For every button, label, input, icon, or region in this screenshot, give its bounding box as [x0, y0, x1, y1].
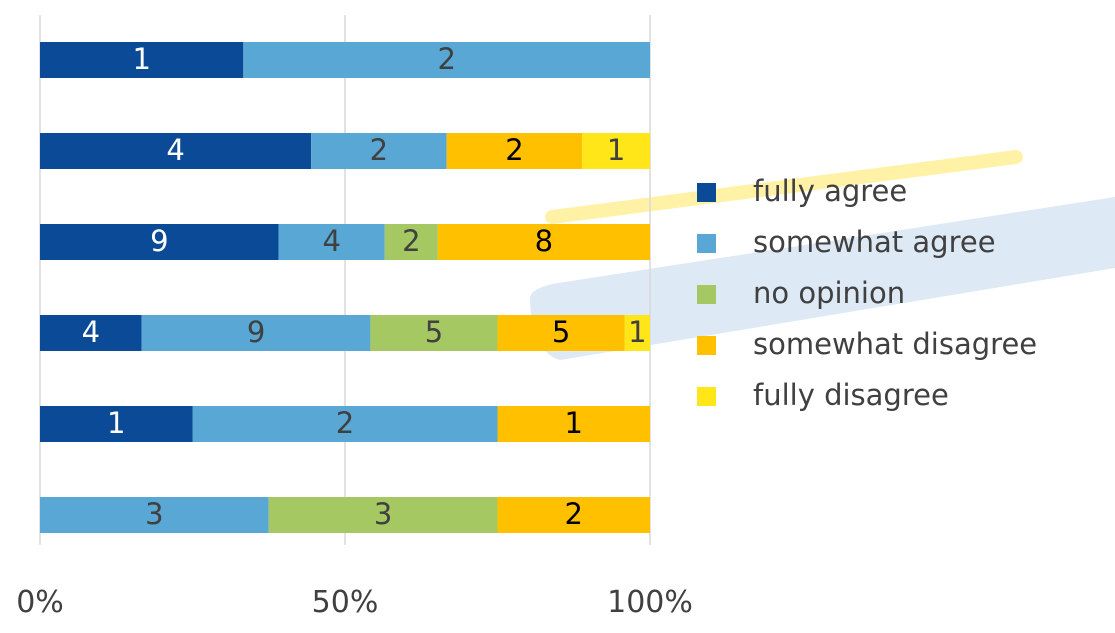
bar-segment-4-3	[497, 406, 650, 442]
bar-segment-4-0	[40, 406, 193, 442]
data-label-2-3: 8	[535, 224, 553, 258]
bar-segment-2-0	[40, 224, 279, 260]
data-label-1-4: 1	[607, 133, 625, 167]
data-label-1-1: 2	[370, 133, 388, 167]
legend-item-2: no opinion	[697, 276, 905, 310]
bar-segment-5-2	[268, 497, 498, 533]
bar-row-4: 1 2 1	[40, 406, 650, 442]
legend-swatch-1	[697, 234, 716, 253]
bar-segment-3-0	[40, 315, 142, 351]
data-label-0-1: 2	[437, 42, 455, 76]
data-label-3-4: 1	[628, 315, 646, 349]
bar-segment-5-1	[40, 497, 269, 533]
bar-row-5: 3 3 2	[40, 497, 650, 533]
legend: fully agree somewhat agree no opinion somew…	[697, 174, 1037, 412]
data-label-3-3: 5	[552, 315, 570, 349]
data-label-2-0: 9	[150, 224, 168, 258]
bar-segment-3-1	[141, 315, 371, 351]
data-label-4-1: 2	[336, 406, 354, 440]
data-label-1-0: 4	[166, 133, 184, 167]
bar-row-2: 9 4 2 8	[40, 224, 650, 260]
background-decoration	[529, 150, 1115, 360]
bar-segment-0-0	[40, 42, 244, 78]
bar-segment-1-0	[40, 133, 312, 169]
bar-segment-0-1	[243, 42, 651, 78]
bar-segment-3-3	[497, 315, 625, 351]
legend-item-0: fully agree	[697, 174, 907, 208]
bar-segment-2-2	[384, 224, 438, 260]
data-label-3-0: 4	[82, 315, 100, 349]
legend-item-3: somewhat disagree	[697, 327, 1037, 361]
bar-segment-3-2	[370, 315, 498, 351]
data-label-4-0: 1	[107, 406, 125, 440]
data-label-5-3: 2	[565, 497, 583, 531]
bar-row-3: 4 9 5 5 1	[40, 315, 650, 351]
legend-label-4: fully disagree	[753, 378, 949, 412]
bar-segment-4-1	[192, 406, 498, 442]
highlight-stroke-yellow	[545, 150, 1023, 224]
data-label-4-3: 1	[565, 406, 583, 440]
bar-segment-5-3	[497, 497, 650, 533]
legend-label-2: no opinion	[753, 276, 905, 310]
legend-item-4: fully disagree	[697, 378, 949, 412]
highlight-stroke-blue	[529, 197, 1115, 360]
legend-swatch-0	[697, 183, 716, 202]
x-tick-label-2: 100%	[607, 585, 693, 620]
x-axis-ticks: 0% 50% 100%	[16, 585, 693, 620]
bar-row-1: 4 2 2 1	[40, 133, 650, 169]
data-label-2-2: 2	[402, 224, 420, 258]
legend-swatch-3	[697, 336, 716, 355]
legend-label-0: fully agree	[753, 174, 907, 208]
legend-label-1: somewhat agree	[753, 225, 996, 259]
data-label-1-3: 2	[505, 133, 523, 167]
bar-segment-2-3	[437, 224, 650, 260]
gridlines	[39, 15, 651, 545]
bars: 1 24 2 2 19 4 2 84 9 5 5 11 2 13 3 2	[40, 42, 651, 533]
data-label-3-2: 5	[425, 315, 443, 349]
x-tick-label-1: 50%	[312, 585, 379, 620]
bar-segment-3-4	[624, 315, 650, 351]
legend-item-1: somewhat agree	[697, 225, 996, 259]
legend-swatch-2	[697, 285, 716, 304]
data-label-5-1: 3	[145, 497, 163, 531]
data-label-2-1: 4	[323, 224, 341, 258]
data-label-0-0: 1	[132, 42, 150, 76]
data-label-3-1: 9	[247, 315, 265, 349]
legend-swatch-4	[697, 387, 716, 406]
x-tick-label-0: 0%	[16, 585, 64, 620]
data-label-5-2: 3	[374, 497, 392, 531]
bar-segment-1-1	[311, 133, 447, 169]
legend-label-3: somewhat disagree	[753, 327, 1037, 361]
bar-segment-1-3	[446, 133, 583, 169]
bar-segment-1-4	[582, 133, 650, 169]
bar-segment-2-1	[278, 224, 385, 260]
